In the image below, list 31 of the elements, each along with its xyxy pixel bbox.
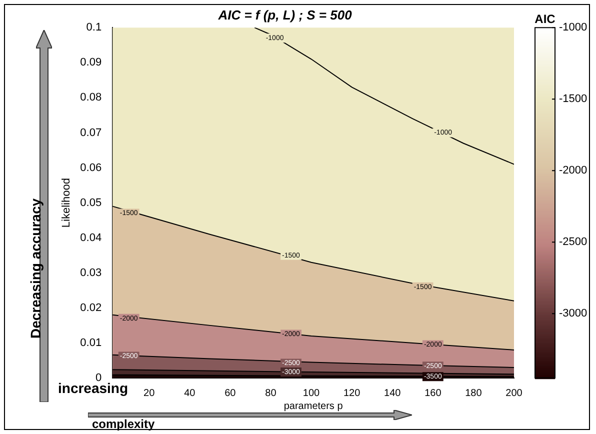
x-tick-label: 200 xyxy=(506,388,523,399)
y-tick-label: 0.09 xyxy=(80,56,102,69)
x-tick-label: 100 xyxy=(302,388,320,399)
color-bar-label: -2000 xyxy=(559,164,588,177)
x-tick-label: 80 xyxy=(265,388,277,399)
x-tick-label: 140 xyxy=(384,388,402,399)
color-bar-label: -1000 xyxy=(559,22,588,34)
chart-title: AIC = f (p, L) ; S = 500 xyxy=(217,7,353,22)
y-tick-label: 0.01 xyxy=(80,336,102,349)
x-tick-label: 40 xyxy=(184,388,196,399)
y-tick-label: 0.03 xyxy=(80,266,102,279)
color-bar-title: AIC xyxy=(534,12,556,26)
y-tick-label: 0.02 xyxy=(80,302,102,314)
x-tick-label: 20 xyxy=(144,388,156,399)
y-tick-label: 0.08 xyxy=(80,92,102,104)
y-tick-label: 0.1 xyxy=(86,22,102,34)
color-bar-label: -1500 xyxy=(559,93,588,106)
text: complexity xyxy=(92,417,155,431)
y-tick-label: 0.07 xyxy=(80,126,102,139)
x-tick-label: 180 xyxy=(465,388,482,399)
y-tick-label: 0.04 xyxy=(80,232,102,244)
x-tick-label: 60 xyxy=(224,388,236,399)
text: Decreasing accuracy xyxy=(28,197,44,341)
y-tick-label: 0.05 xyxy=(80,196,102,209)
x-axis-title: parameters p xyxy=(284,400,344,412)
color-bar-label: -2500 xyxy=(559,236,588,248)
y-tick-label: 0.06 xyxy=(80,162,102,174)
color-bar-label: -3000 xyxy=(559,308,588,320)
x-tick-label: 160 xyxy=(424,388,442,399)
x-tick-label: 120 xyxy=(343,388,361,399)
y-axis-title: Likelihood xyxy=(60,178,73,228)
